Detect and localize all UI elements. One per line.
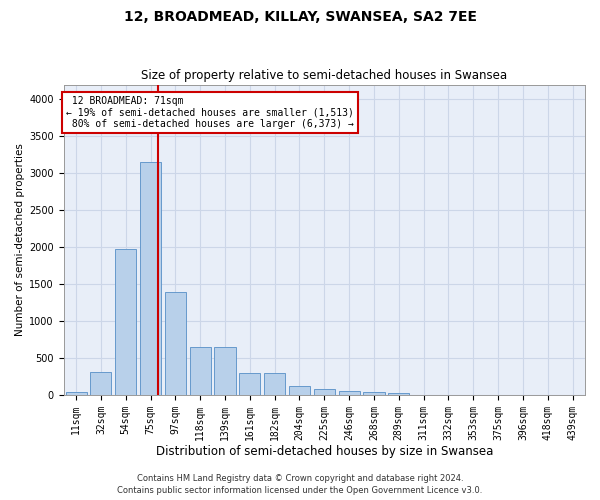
Bar	[239, 373, 260, 396]
Bar	[91, 372, 112, 396]
Bar	[388, 393, 409, 396]
Bar	[264, 373, 285, 396]
Bar	[115, 249, 136, 396]
Bar	[364, 392, 385, 396]
Bar	[140, 162, 161, 396]
Bar	[214, 348, 236, 396]
Bar	[289, 386, 310, 396]
Text: 12, BROADMEAD, KILLAY, SWANSEA, SA2 7EE: 12, BROADMEAD, KILLAY, SWANSEA, SA2 7EE	[124, 10, 476, 24]
Text: 12 BROADMEAD: 71sqm
← 19% of semi-detached houses are smaller (1,513)
 80% of se: 12 BROADMEAD: 71sqm ← 19% of semi-detach…	[66, 96, 354, 129]
Title: Size of property relative to semi-detached houses in Swansea: Size of property relative to semi-detach…	[141, 69, 508, 82]
Bar	[65, 392, 86, 396]
Bar	[413, 394, 434, 396]
Bar	[165, 292, 186, 396]
Bar	[338, 391, 359, 396]
Bar	[314, 390, 335, 396]
Y-axis label: Number of semi-detached properties: Number of semi-detached properties	[15, 144, 25, 336]
X-axis label: Distribution of semi-detached houses by size in Swansea: Distribution of semi-detached houses by …	[155, 444, 493, 458]
Text: Contains HM Land Registry data © Crown copyright and database right 2024.
Contai: Contains HM Land Registry data © Crown c…	[118, 474, 482, 495]
Bar	[190, 348, 211, 396]
